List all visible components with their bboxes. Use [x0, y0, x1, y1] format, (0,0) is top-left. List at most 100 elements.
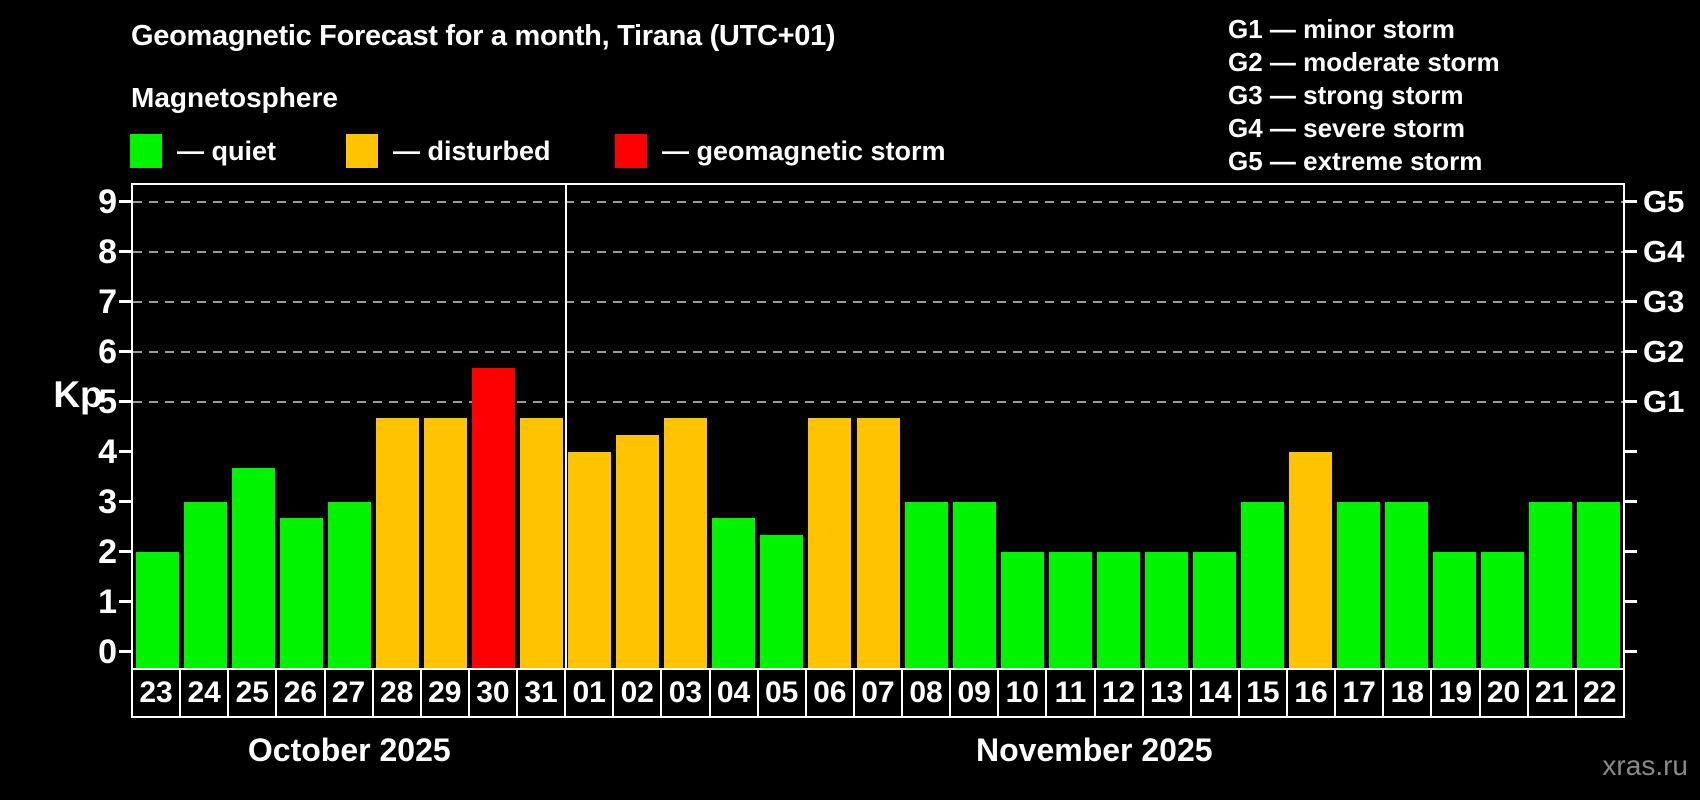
legend-item-storm: — geomagnetic storm	[615, 134, 946, 168]
day-label-20: 20	[1478, 670, 1527, 716]
kp-bar-day-15	[1241, 501, 1285, 668]
y-tick-label-3: 3	[98, 482, 117, 521]
kp-bar-day-09	[952, 501, 996, 668]
y-tick-left	[119, 400, 131, 403]
y-tick-left	[119, 600, 131, 603]
kp-bar-day-06	[808, 418, 852, 668]
storm-scale-line: G5 — extreme storm	[1228, 146, 1483, 176]
kp-bar-day-02	[616, 435, 660, 668]
kp-bar-day-31	[520, 418, 564, 668]
kp-bar-day-05	[760, 535, 804, 668]
day-label-24: 24	[179, 670, 227, 716]
g-level-label-G2: G2	[1643, 333, 1685, 369]
kp-bar-day-28	[375, 418, 419, 668]
y-tick-left	[119, 250, 131, 253]
kp-bar-day-03	[664, 418, 708, 668]
y-tick-right	[1625, 300, 1637, 303]
kp-bar-day-24	[183, 501, 227, 668]
day-label-14: 14	[1189, 670, 1238, 716]
month-label-november: November 2025	[975, 732, 1213, 768]
month-label-october: October 2025	[247, 732, 451, 768]
legend-label-quiet: — quiet	[177, 135, 276, 166]
legend-label-disturbed: — disturbed	[393, 135, 551, 166]
y-tick-right	[1625, 200, 1637, 203]
day-label-30: 30	[467, 670, 516, 716]
chart-title: Geomagnetic Forecast for a month, Tirana…	[131, 20, 836, 52]
magnetosphere-label: Magnetosphere	[131, 82, 338, 113]
kp-bar-day-27	[327, 501, 371, 668]
storm-scale-line: G2 — moderate storm	[1228, 47, 1500, 77]
y-tick-right	[1625, 600, 1637, 603]
y-tick-left	[119, 300, 131, 303]
day-label-15: 15	[1237, 670, 1286, 716]
kp-bar-day-23	[135, 551, 179, 668]
y-tick-right	[1625, 650, 1637, 653]
y-tick-label-1: 1	[98, 582, 117, 621]
y-tick-right	[1625, 250, 1637, 253]
gridline-kp5	[133, 400, 1623, 403]
y-axis-title: Kp	[53, 374, 103, 415]
day-label-21: 21	[1526, 670, 1575, 716]
kp-bar-day-29	[423, 418, 467, 668]
day-label-08: 08	[901, 670, 949, 716]
day-label-01: 01	[564, 670, 612, 716]
day-label-16: 16	[1286, 670, 1334, 716]
day-label-10: 10	[997, 670, 1045, 716]
day-label-28: 28	[371, 670, 420, 716]
day-axis: 23 24 25 26 27 28 29 30 31 01 02 03 04 05 06 07 08 09 10 11…	[131, 668, 1625, 718]
gridline-kp6	[133, 350, 1623, 353]
day-label-19: 19	[1430, 670, 1478, 716]
day-label-31: 31	[516, 670, 564, 716]
kp-bar-day-21	[1529, 501, 1573, 668]
y-tick-label-6: 6	[98, 332, 117, 371]
day-label-13: 13	[1141, 670, 1190, 716]
watermark: xras.ru	[1602, 750, 1688, 781]
y-tick-label-8: 8	[98, 232, 117, 271]
kp-bar-day-22	[1577, 501, 1621, 668]
disturbed-swatch	[346, 134, 378, 168]
kp-bar-day-26	[279, 518, 323, 668]
y-tick-label-2: 2	[98, 532, 117, 571]
plot-area	[119, 183, 1637, 668]
kp-bar-day-14	[1192, 551, 1236, 668]
day-label-04: 04	[708, 670, 757, 716]
day-label-12: 12	[1093, 670, 1142, 716]
day-label-22: 22	[1574, 670, 1623, 716]
y-tick-right	[1625, 500, 1637, 503]
y-tick-right	[1625, 350, 1637, 353]
kp-bar-day-04	[712, 518, 756, 668]
kp-bar-day-10	[1000, 551, 1044, 668]
y-tick-label-5: 5	[98, 382, 117, 421]
gridline-kp9	[133, 200, 1623, 203]
day-label-26: 26	[275, 670, 323, 716]
y-tick-left	[119, 500, 131, 503]
axis-right	[1623, 183, 1625, 668]
legend-label-storm: — geomagnetic storm	[662, 135, 946, 166]
kp-bar-day-25	[231, 468, 275, 668]
day-label-11: 11	[1045, 670, 1093, 716]
quiet-swatch	[130, 134, 162, 168]
day-label-23: 23	[139, 676, 173, 709]
gridline-kp8	[133, 250, 1623, 253]
y-tick-right	[1625, 550, 1637, 553]
gridline-kp7	[133, 300, 1623, 303]
kp-bar-day-07	[856, 418, 900, 668]
day-label-06: 06	[804, 670, 853, 716]
day-label-29: 29	[419, 670, 468, 716]
kp-bar-day-08	[904, 501, 948, 668]
day-label-09: 09	[949, 670, 997, 716]
kp-bar-day-12	[1096, 551, 1140, 668]
y-tick-label-9: 9	[98, 182, 117, 221]
kp-bar-day-01	[568, 451, 612, 668]
kp-bar-day-16	[1289, 451, 1333, 668]
kp-bar-day-19	[1433, 551, 1477, 668]
legend-item-disturbed: — disturbed	[346, 134, 551, 168]
day-label-18: 18	[1382, 670, 1430, 716]
y-tick-left	[119, 550, 131, 553]
y-tick-left	[119, 200, 131, 203]
day-label-02: 02	[612, 670, 660, 716]
y-tick-left	[119, 650, 131, 653]
storm-swatch	[615, 134, 647, 168]
y-tick-left	[119, 450, 131, 453]
storm-scale-line: G1 — minor storm	[1228, 14, 1455, 44]
